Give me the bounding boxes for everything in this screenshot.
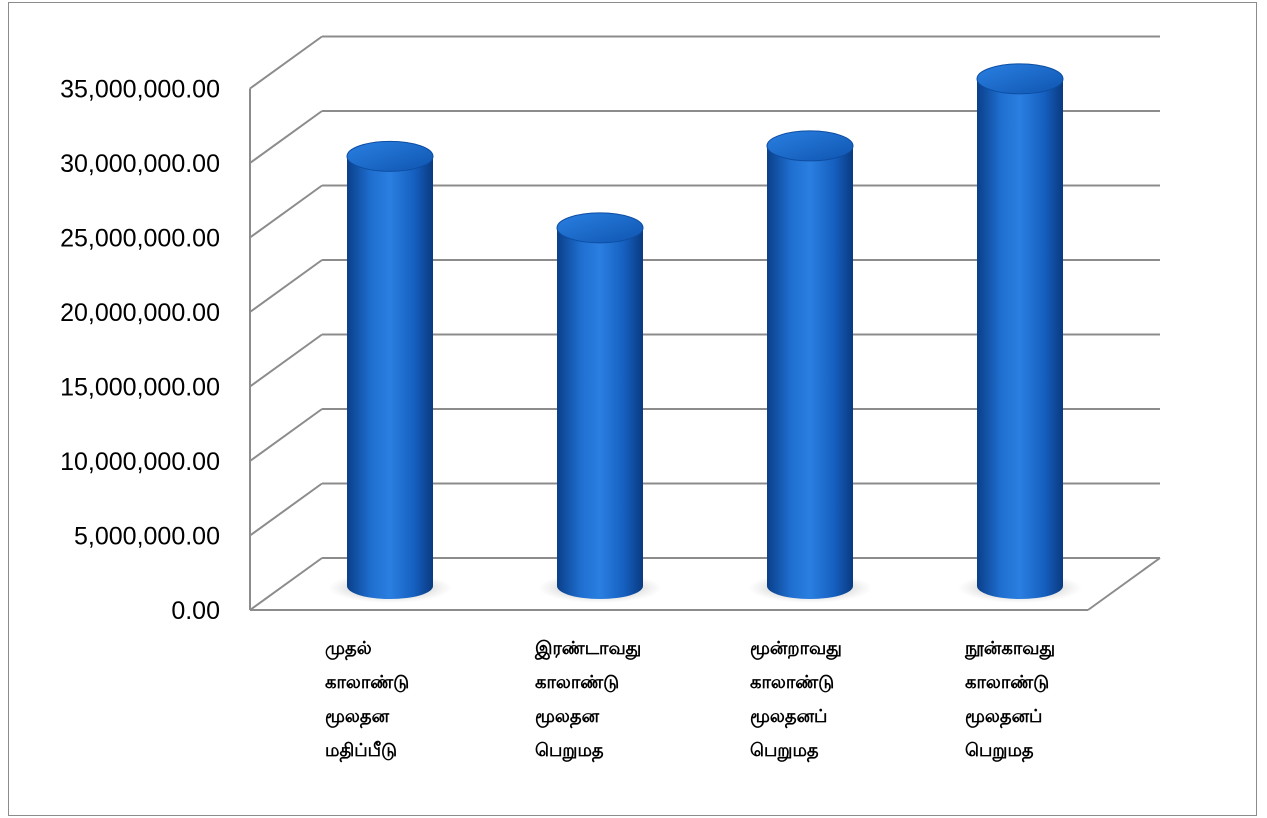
side-gridline xyxy=(249,184,323,239)
category-label-line: மதிப்பீடு xyxy=(325,740,397,763)
bar xyxy=(347,156,433,599)
bar xyxy=(767,145,853,599)
side-gridline xyxy=(249,35,323,90)
y-tick-label: 20,000,000.00 xyxy=(60,299,220,327)
y-tick-label: 30,000,000.00 xyxy=(60,150,220,178)
category-label-line: காலாண்டு xyxy=(535,672,619,693)
bar-top xyxy=(976,63,1064,95)
y-tick-label: 15,000,000.00 xyxy=(60,374,220,402)
category-label: முதல் காலாண்டு மூலதன மதிப்பீடு xyxy=(325,638,409,763)
category-label-line: காலாண்டு xyxy=(750,672,834,693)
bar-layer xyxy=(328,63,1082,603)
category-label-line: காலாண்டு xyxy=(965,672,1049,693)
y-tick-label: 10,000,000.00 xyxy=(60,448,220,476)
bar xyxy=(557,227,643,599)
category-label-line: மூலதனப் xyxy=(965,706,1042,729)
category-label-line: காலாண்டு xyxy=(325,672,409,693)
category-label-line: மூலதன xyxy=(535,706,600,729)
category-label: மூன்றாவது காலாண்டு மூலதனப் பெறுமத xyxy=(750,638,842,763)
side-gridline xyxy=(249,557,323,611)
y-tick-label: 0.00 xyxy=(171,597,220,625)
side-gridline xyxy=(249,482,323,537)
label-layer: முதல் காலாண்டு மூலதன மதிப்பீடு இரண்டாவது காலா… xyxy=(325,638,1055,763)
side-gridline xyxy=(249,259,323,313)
side-gridline xyxy=(249,333,323,388)
category-label: நூன்காவது காலாண்டு மூலதனப் பெறுமத xyxy=(964,638,1055,763)
bar-top xyxy=(766,130,854,162)
y-tick-label: 35,000,000.00 xyxy=(60,76,220,104)
side-gridline xyxy=(249,110,323,164)
category-label: இரண்டாவது காலாண்டு மூலதன பெறுமத xyxy=(534,638,641,763)
category-label-line: பெறுமத xyxy=(965,740,1034,763)
category-label-line: மூன்றாவது xyxy=(750,638,842,660)
side-gridline xyxy=(249,408,323,462)
category-label-line: மூலதன xyxy=(325,706,390,729)
category-label-line: பெறுமத xyxy=(535,740,604,763)
category-label-line: இரண்டாவது xyxy=(534,638,641,660)
y-tick-label: 5,000,000.00 xyxy=(74,523,220,551)
category-label-line: மூலதனப் xyxy=(750,706,827,729)
floor-right-edge xyxy=(1087,557,1161,611)
bar-top xyxy=(346,140,434,172)
category-label-line: பெறுமத xyxy=(750,740,819,763)
y-tick-label: 25,000,000.00 xyxy=(60,225,220,253)
bar-top xyxy=(556,212,644,244)
category-label-line: முதல் xyxy=(325,638,372,661)
category-label-line: நூன்காவது xyxy=(964,638,1055,660)
bar xyxy=(977,78,1063,600)
